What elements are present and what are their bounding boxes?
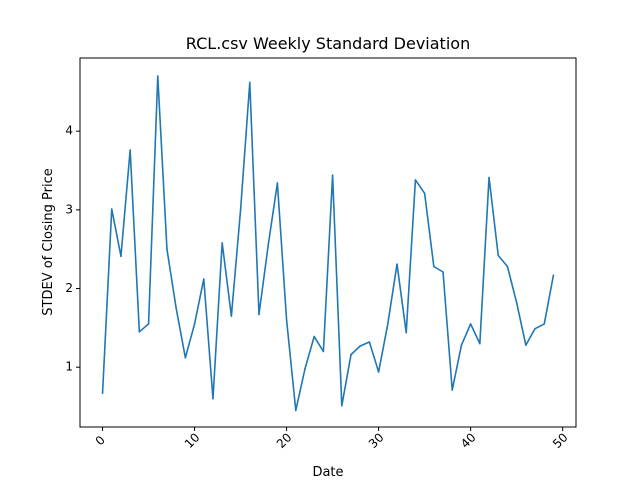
y-tick-label: 3	[65, 202, 73, 216]
data-point	[497, 254, 500, 257]
y-tick-label: 2	[65, 281, 73, 295]
data-point	[479, 342, 481, 345]
data-point	[460, 344, 463, 346]
data-point	[202, 278, 205, 280]
data-point	[469, 323, 472, 325]
data-point	[341, 404, 343, 407]
chart-title: RCL.csv Weekly Standard Deviation	[186, 34, 470, 53]
data-point	[423, 192, 426, 195]
data-point	[414, 179, 417, 181]
data-point	[433, 265, 435, 268]
data-point	[294, 409, 297, 412]
data-point	[543, 323, 546, 325]
data-point	[451, 389, 454, 391]
data-point	[175, 307, 177, 310]
data-point	[248, 81, 251, 84]
data-point	[359, 345, 362, 347]
y-tick-label: 4	[65, 124, 73, 138]
data-point	[101, 392, 104, 394]
data-point	[552, 274, 555, 276]
data-point	[285, 319, 288, 321]
data-point	[377, 371, 380, 373]
data-point	[267, 244, 269, 247]
series-line	[101, 75, 555, 412]
data-point	[331, 174, 334, 177]
y-tick-label: 1	[65, 360, 73, 374]
data-point	[147, 323, 150, 325]
data-point	[221, 242, 223, 244]
data-point	[129, 149, 131, 151]
data-point	[120, 255, 122, 258]
data-point	[350, 353, 352, 356]
data-point	[304, 367, 306, 370]
data-point	[230, 315, 233, 317]
data-point	[166, 248, 168, 250]
data-point	[110, 208, 113, 210]
data-point	[405, 331, 408, 334]
data-point	[239, 209, 242, 211]
axes-frame	[79, 57, 577, 428]
data-point	[534, 327, 536, 330]
data-point	[184, 356, 187, 359]
data-point	[387, 323, 389, 325]
data-point	[488, 176, 490, 179]
data-point	[193, 323, 196, 325]
data-point	[212, 397, 214, 400]
data-point	[442, 271, 444, 273]
data-point	[396, 263, 398, 265]
data-point	[515, 301, 518, 304]
data-point	[276, 182, 279, 184]
data-point	[138, 331, 141, 333]
y-axis-label: STDEV of Closing Price	[41, 168, 56, 315]
data-point	[506, 265, 509, 268]
data-point	[258, 313, 260, 316]
data-point	[525, 344, 527, 346]
data-point	[313, 335, 316, 338]
x-axis-label: Date	[312, 465, 343, 480]
data-point	[322, 350, 325, 353]
y-axis-ticks: 1 2 3 4	[65, 124, 80, 374]
data-point	[368, 341, 371, 343]
data-point	[156, 75, 159, 77]
plot-layer	[101, 75, 555, 412]
